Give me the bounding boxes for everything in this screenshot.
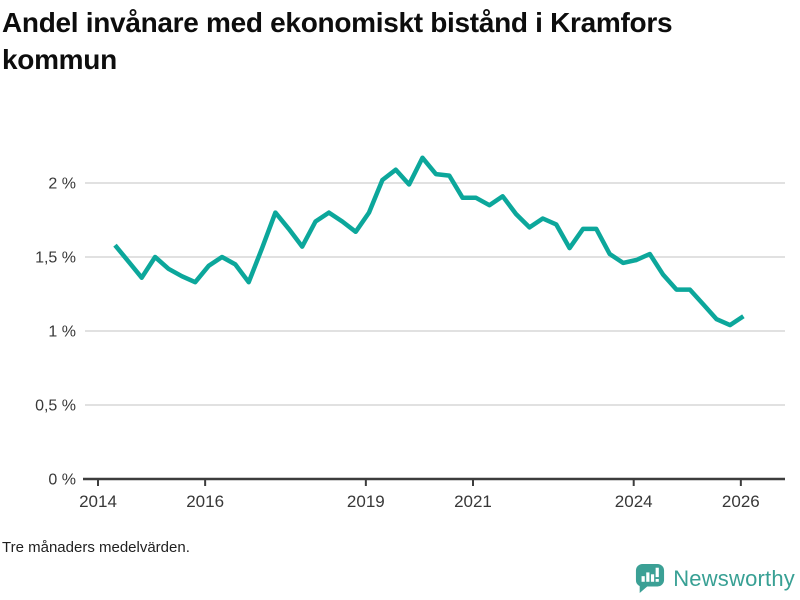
chart-title: Andel invånare med ekonomiskt bistånd i … bbox=[2, 7, 673, 75]
newsworthy-wordmark: Newsworthy bbox=[673, 565, 795, 591]
footer-note: Tre månaders medelvärden. bbox=[2, 539, 190, 556]
x-tick-label: 2014 bbox=[79, 492, 117, 511]
newsworthy-logo: Newsworthy bbox=[635, 563, 795, 594]
x-tick-label: 2019 bbox=[347, 492, 385, 511]
y-tick-label: 1,5 % bbox=[35, 250, 76, 267]
newsworthy-icon bbox=[636, 563, 665, 594]
x-tick-label: 2016 bbox=[186, 492, 224, 511]
x-tick-label: 2026 bbox=[722, 492, 760, 511]
x-tick-label: 2021 bbox=[454, 492, 492, 511]
trend-line bbox=[113, 155, 745, 328]
y-tick-label: 0 % bbox=[48, 472, 76, 489]
bar-chart-glyph bbox=[641, 567, 659, 582]
y-tick-label: 2 % bbox=[48, 176, 76, 193]
x-tick-label: 2024 bbox=[615, 492, 653, 511]
y-tick-label: 1 % bbox=[48, 324, 76, 341]
y-tick-label: 0,5 % bbox=[35, 398, 76, 415]
speech-bubble-shape bbox=[636, 563, 665, 594]
